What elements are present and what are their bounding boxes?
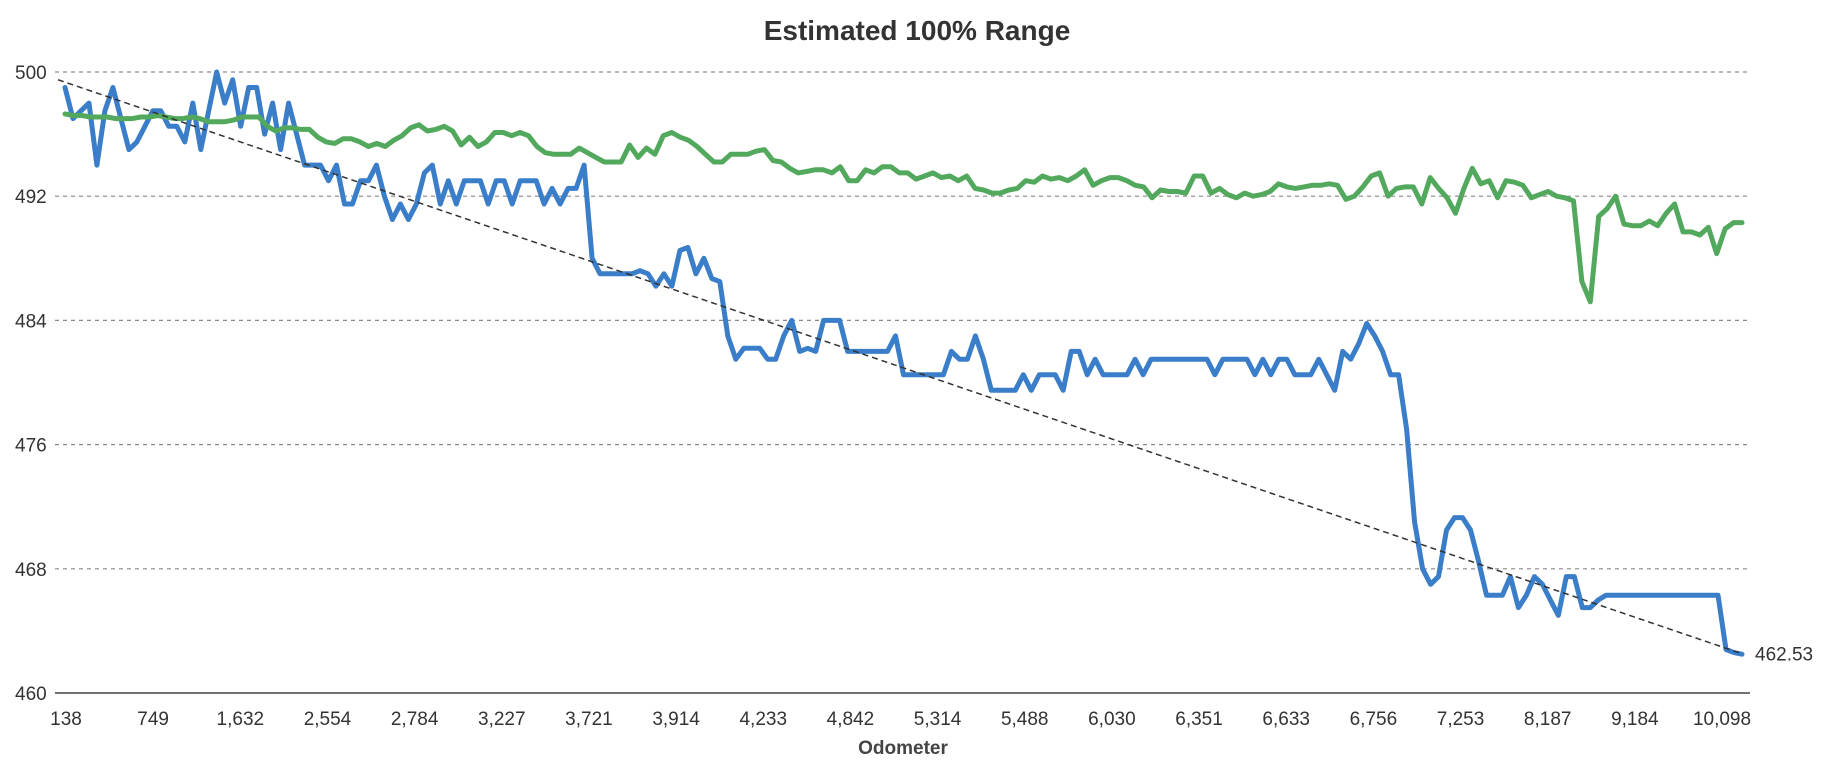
x-tick-label: 6,030 xyxy=(1088,709,1136,730)
x-tick-label: 6,633 xyxy=(1262,709,1310,730)
series-line-1 xyxy=(62,111,1745,305)
x-tick-label: 5,488 xyxy=(1001,709,1049,730)
grid-lines xyxy=(55,71,1750,570)
x-tick-label: 4,233 xyxy=(739,709,787,730)
x-tick-label: 749 xyxy=(137,709,169,730)
series-line-0 xyxy=(62,69,1745,657)
x-axis-label: Odometer xyxy=(858,738,948,759)
y-tick-label: 500 xyxy=(15,63,47,84)
x-tick-label: 3,721 xyxy=(565,709,613,730)
chart-title: Estimated 100% Range xyxy=(764,15,1071,46)
x-axis-ticks: 138 749 1,632 2,554 2,784 3,227 3,721 3,914 4,23… xyxy=(50,709,1751,730)
y-tick-label: 468 xyxy=(15,560,47,581)
x-tick-label: 10,098 xyxy=(1693,709,1751,730)
x-tick-label: 9,184 xyxy=(1611,709,1659,730)
x-tick-label: 1,632 xyxy=(217,709,265,730)
x-tick-label: 3,914 xyxy=(652,709,700,730)
y-tick-label: 492 xyxy=(15,187,47,208)
x-tick-label: 6,351 xyxy=(1175,709,1223,730)
x-tick-label: 138 xyxy=(50,709,82,730)
y-tick-label: 484 xyxy=(15,311,47,332)
trendline xyxy=(57,79,1743,655)
x-tick-label: 2,554 xyxy=(304,709,352,730)
x-tick-label: 4,842 xyxy=(827,709,875,730)
y-axis-ticks: 460 468 476 484 492 500 xyxy=(15,63,47,705)
x-tick-label: 7,253 xyxy=(1437,709,1485,730)
x-tick-label: 8,187 xyxy=(1524,709,1572,730)
y-tick-label: 476 xyxy=(15,436,47,457)
x-tick-label: 5,314 xyxy=(914,709,962,730)
y-tick-label: 460 xyxy=(15,684,47,705)
x-tick-label: 3,227 xyxy=(478,709,526,730)
series-layer: 462.53 xyxy=(57,69,1813,666)
x-tick-label: 2,784 xyxy=(391,709,439,730)
x-tick-label: 6,756 xyxy=(1350,709,1398,730)
trendline-end-label: 462.53 xyxy=(1755,645,1813,666)
